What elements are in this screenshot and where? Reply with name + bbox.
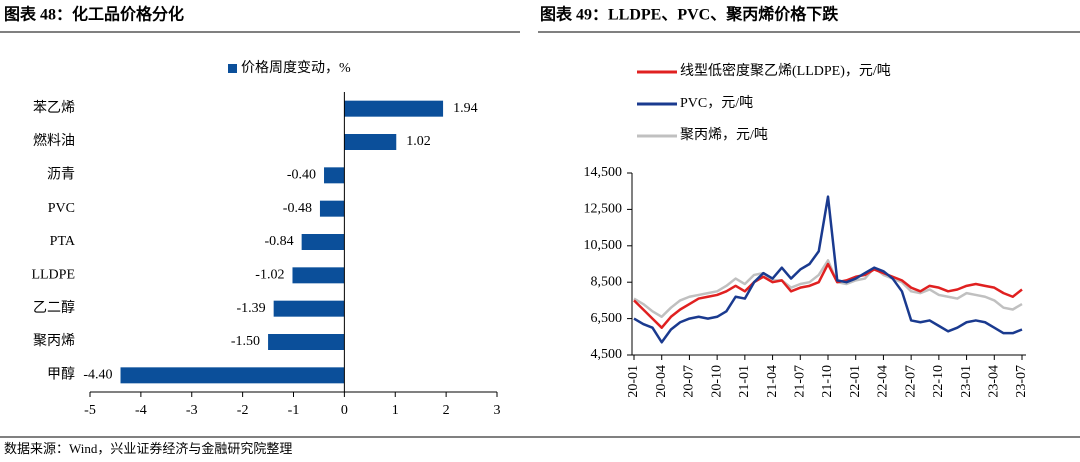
legend-swatch — [228, 64, 237, 73]
x-tick-label: -4 — [135, 403, 147, 418]
category-label: 乙二醇 — [33, 299, 75, 316]
category-label: PTA — [50, 234, 76, 249]
y-tick-label: 10,500 — [584, 238, 623, 253]
x-tick-label: 21-07 — [793, 365, 808, 398]
value-label: -1.50 — [231, 334, 260, 349]
x-tick-label: 1 — [392, 403, 399, 418]
legend-label: 聚丙烯，元/吨 — [680, 127, 768, 143]
category-label: PVC — [48, 201, 75, 216]
legend-label: 价格周度变动，% — [241, 60, 351, 76]
bar — [319, 200, 345, 217]
bar — [120, 367, 345, 384]
x-tick-label: 20-04 — [654, 365, 669, 398]
value-label: -0.84 — [264, 234, 293, 249]
bar — [292, 267, 345, 284]
bar — [273, 300, 345, 317]
value-label: 1.94 — [453, 101, 478, 116]
x-tick-label: 23-01 — [959, 365, 974, 398]
value-label: 1.02 — [406, 134, 431, 149]
x-tick-label: 20-07 — [682, 365, 697, 398]
category-label: 燃料油 — [33, 132, 75, 149]
x-tick-label: 21-04 — [765, 365, 780, 398]
value-label: -1.02 — [255, 268, 284, 283]
x-tick-label: 20-10 — [709, 365, 724, 398]
value-label: -0.40 — [287, 168, 316, 183]
x-tick-label: 0 — [341, 403, 348, 418]
x-tick-label: 23-07 — [1014, 365, 1029, 398]
x-tick-label: 22-07 — [903, 365, 918, 398]
category-label: 沥青 — [47, 167, 75, 183]
left-title: 图表 48：化工品价格分化 — [4, 5, 184, 24]
series-line — [633, 262, 1023, 329]
x-tick-label: 22-01 — [848, 365, 863, 398]
source-note: 数据来源：Wind，兴业证券经济与金融研究院整理 — [4, 441, 292, 456]
x-tick-label: 21-01 — [737, 365, 752, 398]
x-tick-label: -1 — [288, 403, 300, 418]
x-tick-label: 21-10 — [820, 365, 835, 398]
x-tick-label: -3 — [186, 403, 198, 418]
bar — [344, 134, 397, 150]
bar — [301, 234, 345, 250]
x-tick-label: -5 — [84, 403, 96, 418]
y-tick-label: 14,500 — [584, 165, 623, 180]
bar — [268, 334, 345, 350]
value-label: -4.40 — [83, 368, 112, 383]
legend-label: PVC，元/吨 — [680, 95, 753, 111]
legend-label: 线型低密度聚乙烯(LLDPE)，元/吨 — [680, 62, 891, 79]
x-tick-label: 22-04 — [876, 365, 891, 398]
x-tick-label: 23-04 — [987, 365, 1002, 398]
series-line — [633, 259, 1023, 319]
category-label: 聚丙烯 — [33, 333, 75, 349]
x-tick-label: 22-10 — [931, 365, 946, 398]
category-label: LLDPE — [31, 268, 75, 283]
category-label: 甲醇 — [47, 366, 75, 383]
series-line — [633, 195, 1023, 344]
x-tick-label: -2 — [237, 403, 249, 418]
y-tick-label: 12,500 — [584, 202, 623, 217]
x-tick-label: 3 — [494, 403, 501, 418]
x-tick-label: 20-01 — [626, 365, 641, 398]
y-tick-label: 4,500 — [591, 347, 623, 362]
bar — [324, 167, 345, 184]
y-tick-label: 8,500 — [591, 274, 623, 289]
value-label: -1.39 — [236, 301, 265, 316]
right-title: 图表 49：LLDPE、PVC、聚丙烯价格下跌 — [540, 5, 839, 24]
x-tick-label: 2 — [443, 403, 450, 418]
value-label: -0.48 — [283, 201, 312, 216]
bar — [344, 100, 444, 117]
y-tick-label: 6,500 — [591, 311, 623, 326]
category-label: 苯乙烯 — [33, 99, 75, 116]
